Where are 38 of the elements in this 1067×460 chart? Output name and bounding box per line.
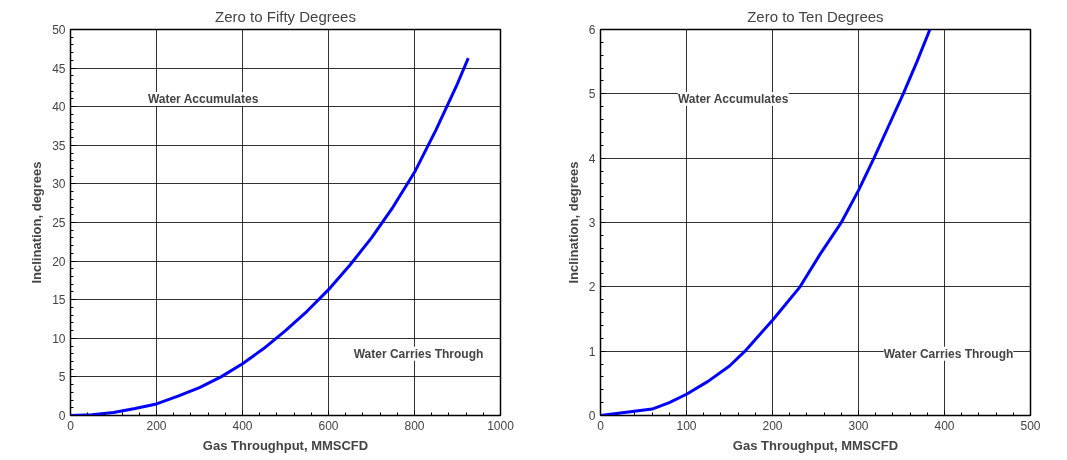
x-tick-label: 100 xyxy=(676,418,697,433)
y-tick-label: 5 xyxy=(588,87,596,102)
x-tick-label: 200 xyxy=(146,418,167,433)
x-axis-title: Gas Throughput, MMSCFD xyxy=(732,437,899,453)
y-tick-label: 6 xyxy=(588,23,596,37)
annotation: Water Accumulates xyxy=(677,91,789,106)
y-tick-label: 40 xyxy=(52,100,66,115)
chart-title: Zero to Fifty Degrees xyxy=(215,7,356,25)
annotation: Water Carries Through xyxy=(353,346,484,361)
x-tick-label: 200 xyxy=(762,418,783,433)
y-tick-label: 4 xyxy=(588,151,596,166)
y-tick-label: 35 xyxy=(52,138,66,153)
y-tick-label: 5 xyxy=(58,370,66,385)
x-axis-title: Gas Throughput, MMSCFD xyxy=(202,437,369,453)
y-tick-label: 30 xyxy=(52,177,66,192)
y-tick-label: 20 xyxy=(52,254,66,269)
y-axis-title: Inclination, degrees xyxy=(29,161,45,284)
y-tick-label: 25 xyxy=(52,216,66,230)
annotation: Water Accumulates xyxy=(147,91,259,106)
y-tick-label: 0 xyxy=(58,409,66,423)
x-tick-label: 400 xyxy=(232,418,253,433)
x-tick-label: 300 xyxy=(848,418,869,433)
x-tick-label: 500 xyxy=(1020,418,1041,433)
y-tick-label: 45 xyxy=(52,61,66,76)
x-tick-label: 800 xyxy=(404,418,425,433)
y-tick-label: 50 xyxy=(52,23,66,37)
x-tick-label: 1000 xyxy=(487,418,515,433)
x-tick-label: 600 xyxy=(318,418,339,433)
x-tick-label: 400 xyxy=(934,418,955,433)
y-axis-title: Inclination, degrees xyxy=(565,161,581,284)
y-tick-label: 0 xyxy=(588,409,596,423)
annotation: Water Carries Through xyxy=(883,346,1014,361)
y-tick-label: 10 xyxy=(52,331,66,346)
y-tick-label: 3 xyxy=(588,216,596,230)
y-tick-label: 15 xyxy=(52,293,66,308)
chart-title: Zero to Ten Degrees xyxy=(747,7,884,25)
y-tick-label: 2 xyxy=(588,280,596,295)
y-tick-label: 1 xyxy=(588,344,596,359)
